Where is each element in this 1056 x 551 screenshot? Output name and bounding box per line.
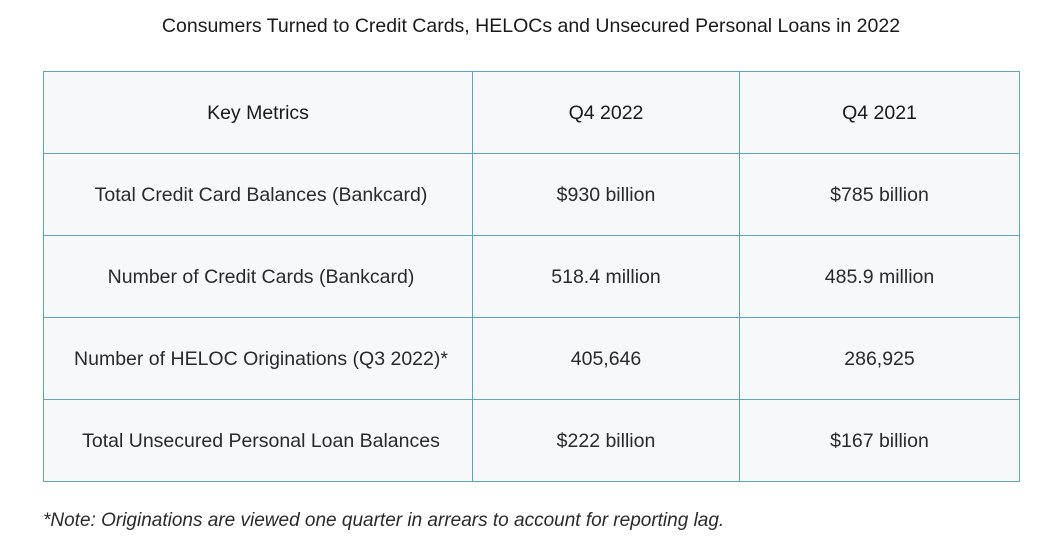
q4-2022-value: 518.4 million bbox=[472, 235, 740, 318]
page-title: Consumers Turned to Credit Cards, HELOCs… bbox=[161, 15, 901, 37]
column-header-q4-2022: Q4 2022 bbox=[472, 71, 740, 154]
metric-label: Total Unsecured Personal Loan Balances bbox=[43, 399, 473, 482]
table-row: Number of Credit Cards (Bankcard) 518.4 … bbox=[43, 235, 1020, 318]
q4-2021-value: 485.9 million bbox=[739, 235, 1020, 318]
footnote: *Note: Originations are viewed one quart… bbox=[43, 510, 725, 531]
metric-label: Number of HELOC Originations (Q3 2022)* bbox=[43, 317, 473, 400]
q4-2022-value: 405,646 bbox=[472, 317, 740, 400]
column-header-key-metrics: Key Metrics bbox=[43, 71, 473, 154]
q4-2021-value: $167 billion bbox=[739, 399, 1020, 482]
q4-2022-value: $222 billion bbox=[472, 399, 740, 482]
q4-2022-value: $930 billion bbox=[472, 153, 740, 236]
table-header-row: Key Metrics Q4 2022 Q4 2021 bbox=[43, 71, 1020, 154]
column-header-q4-2021: Q4 2021 bbox=[739, 71, 1020, 154]
metric-label: Number of Credit Cards (Bankcard) bbox=[43, 235, 473, 318]
table-row: Total Unsecured Personal Loan Balances $… bbox=[43, 399, 1020, 482]
table-row: Number of HELOC Originations (Q3 2022)* … bbox=[43, 317, 1020, 400]
metric-label: Total Credit Card Balances (Bankcard) bbox=[43, 153, 473, 236]
table-row: Total Credit Card Balances (Bankcard) $9… bbox=[43, 153, 1020, 236]
q4-2021-value: $785 billion bbox=[739, 153, 1020, 236]
key-metrics-table: Key Metrics Q4 2022 Q4 2021 Total Credit… bbox=[43, 71, 1020, 482]
q4-2021-value: 286,925 bbox=[739, 317, 1020, 400]
